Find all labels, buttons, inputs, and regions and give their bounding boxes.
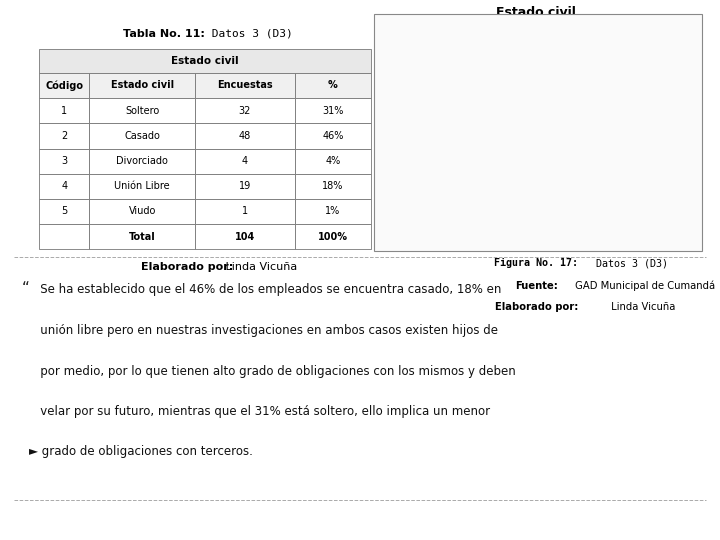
Bar xyxy=(195,73,294,98)
Bar xyxy=(40,50,371,73)
Wedge shape xyxy=(468,60,536,133)
Text: 31%: 31% xyxy=(566,102,588,111)
Bar xyxy=(89,73,195,98)
Text: 48: 48 xyxy=(239,131,251,141)
Text: 1: 1 xyxy=(242,206,248,217)
Text: 46%: 46% xyxy=(513,176,535,185)
Text: Figura No. 17:: Figura No. 17: xyxy=(495,258,578,268)
Text: Unión Libre: Unión Libre xyxy=(114,181,170,191)
Bar xyxy=(195,98,294,123)
Title: Estado civil: Estado civil xyxy=(497,6,576,19)
Bar xyxy=(294,73,371,98)
Text: 4: 4 xyxy=(242,156,248,166)
Bar xyxy=(195,174,294,199)
Bar xyxy=(89,123,195,148)
Text: por medio, por lo que tienen alto grado de obligaciones con los mismos y deben: por medio, por lo que tienen alto grado … xyxy=(29,364,516,377)
Bar xyxy=(294,123,371,148)
Bar xyxy=(89,199,195,224)
Bar xyxy=(40,174,89,199)
Text: Total: Total xyxy=(129,232,156,241)
Text: Tabla No. 11:: Tabla No. 11: xyxy=(123,29,205,38)
Text: Se ha establecido que el 46% de los empleados se encuentra casado, 18% en: Se ha establecido que el 46% de los empl… xyxy=(29,284,501,296)
Bar xyxy=(40,148,89,174)
Text: 104: 104 xyxy=(235,232,255,241)
Bar xyxy=(40,199,89,224)
Text: Estado civil: Estado civil xyxy=(171,56,239,66)
Wedge shape xyxy=(464,106,536,133)
Text: Viudo: Viudo xyxy=(128,206,156,217)
Bar xyxy=(195,123,294,148)
Text: Datos 3 (D3): Datos 3 (D3) xyxy=(590,258,668,268)
Bar xyxy=(195,199,294,224)
Text: Casado: Casado xyxy=(125,131,160,141)
Text: Linda Vicuña: Linda Vicuña xyxy=(608,302,676,313)
Text: GAD Municipal de Cumandá: GAD Municipal de Cumandá xyxy=(572,281,716,291)
Bar xyxy=(294,98,371,123)
Text: Datos 3 (D3): Datos 3 (D3) xyxy=(205,29,293,38)
Bar xyxy=(294,199,371,224)
Wedge shape xyxy=(532,60,536,133)
Text: 31%: 31% xyxy=(322,106,343,116)
Text: Elaborado por:: Elaborado por: xyxy=(495,302,578,313)
Text: 19: 19 xyxy=(239,181,251,191)
Bar xyxy=(89,174,195,199)
Text: 32: 32 xyxy=(239,106,251,116)
Text: 4: 4 xyxy=(61,181,67,191)
Text: Código: Código xyxy=(45,80,84,91)
Text: Elaborado por:: Elaborado por: xyxy=(141,262,233,272)
Bar xyxy=(195,224,294,249)
Text: Estado civil: Estado civil xyxy=(111,80,174,91)
Text: Divorciado: Divorciado xyxy=(116,156,168,166)
Text: 100%: 100% xyxy=(318,232,348,241)
Text: 2: 2 xyxy=(61,131,68,141)
Text: 18%: 18% xyxy=(498,90,518,99)
Text: 5: 5 xyxy=(61,206,68,217)
Bar xyxy=(294,174,371,199)
Text: 1: 1 xyxy=(61,106,67,116)
Text: 1%: 1% xyxy=(325,206,341,217)
Text: Fuente:: Fuente: xyxy=(515,281,558,291)
Bar xyxy=(40,73,89,98)
Bar xyxy=(40,98,89,123)
Text: “: “ xyxy=(22,281,30,296)
Wedge shape xyxy=(463,124,605,207)
Bar xyxy=(294,224,371,249)
Bar xyxy=(89,148,195,174)
Text: 1%: 1% xyxy=(527,81,542,90)
Text: ► grado de obligaciones con terceros.: ► grado de obligaciones con terceros. xyxy=(29,446,253,458)
Bar xyxy=(89,98,195,123)
Text: 46%: 46% xyxy=(322,131,343,141)
Text: 18%: 18% xyxy=(322,181,343,191)
Text: Soltero: Soltero xyxy=(125,106,159,116)
Text: 4%: 4% xyxy=(325,156,341,166)
Text: unión libre pero en nuestras investigaciones en ambos casos existen hijos de: unión libre pero en nuestras investigaci… xyxy=(29,324,498,337)
Bar xyxy=(40,123,89,148)
Text: velar por su futuro, mientras que el 31% está soltero, ello implica un menor: velar por su futuro, mientras que el 31%… xyxy=(29,405,490,418)
Bar xyxy=(40,224,89,249)
Bar xyxy=(294,148,371,174)
Text: Encuestas: Encuestas xyxy=(217,80,273,91)
Bar xyxy=(195,148,294,174)
Bar xyxy=(89,224,195,249)
Text: %: % xyxy=(328,80,338,91)
Wedge shape xyxy=(536,60,610,161)
Text: Linda Vicuña: Linda Vicuña xyxy=(222,262,297,272)
Text: 3: 3 xyxy=(61,156,67,166)
Text: 4%: 4% xyxy=(482,117,498,126)
